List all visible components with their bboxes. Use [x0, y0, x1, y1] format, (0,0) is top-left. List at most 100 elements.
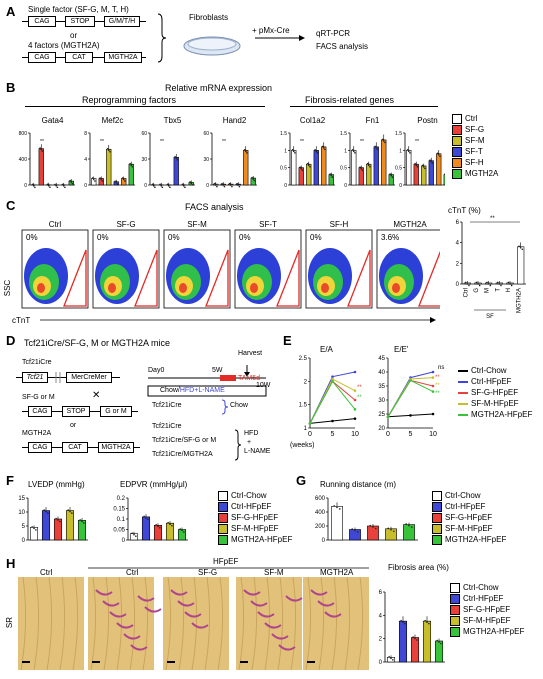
ns-mark: ns: [438, 365, 444, 371]
chart-title: Tbx5: [164, 116, 182, 125]
data-point: [384, 141, 386, 144]
data-point: [475, 281, 478, 284]
bar: [443, 174, 445, 186]
collagen-stain: [137, 595, 155, 602]
data-point: [321, 145, 324, 148]
y-tick-label: 0.5: [340, 166, 347, 172]
data-point: [45, 510, 47, 513]
fiber-line: [116, 576, 123, 671]
x-tick-label: 10: [429, 431, 437, 438]
legend-swatch: [432, 534, 442, 545]
collagen-stain: [130, 644, 148, 651]
data-point: [221, 182, 223, 185]
hfpef-header: HFpEF: [213, 557, 239, 566]
fiber-line: [142, 576, 149, 671]
h-ctrl-label-2: Ctrl: [126, 568, 139, 577]
data-point: [487, 283, 490, 285]
significance-mark: **: [435, 383, 440, 389]
data-point: [329, 173, 331, 175]
data-point: [507, 281, 510, 284]
x-tick-label: MGTH2A: [517, 288, 523, 313]
fiber-line: [178, 576, 185, 671]
y-tick-label: 0: [379, 660, 383, 666]
legend-label: SF-H: [465, 158, 484, 167]
y-tick-label: 0: [144, 183, 147, 189]
data-point: [390, 174, 393, 177]
y-tick-label: 0: [322, 538, 326, 544]
data-point: [374, 145, 376, 148]
data-point: [324, 148, 326, 151]
data-point: [31, 526, 33, 528]
facs-percentage: 0%: [97, 233, 109, 242]
significance-mark: **: [100, 139, 104, 145]
data-point: [176, 158, 179, 161]
data-point: [354, 529, 356, 532]
data-point: [69, 510, 71, 513]
series-point: [331, 377, 334, 381]
ctnt-axis-label: cTnT: [12, 316, 30, 325]
facs-plot-title: Ctrl: [49, 220, 62, 229]
legend-swatch: [218, 534, 228, 545]
g-or-m-box: G or M: [100, 406, 132, 417]
data-point: [437, 154, 440, 156]
hfd-label: HFD: [244, 430, 259, 437]
h-sfg-label: SF-G: [198, 568, 218, 577]
legend-swatch: [452, 168, 462, 179]
fiber-line: [165, 576, 172, 671]
y-tick-label: 35: [378, 384, 385, 390]
data-point: [169, 523, 171, 525]
bar: [373, 146, 379, 186]
facs-title: FACS analysis: [185, 202, 244, 212]
data-point: [124, 180, 126, 182]
bar: [351, 150, 357, 186]
data-point: [444, 173, 445, 175]
data-point: [121, 177, 124, 179]
data-point: [54, 183, 56, 186]
data-point: [292, 150, 295, 153]
fiber-line: [103, 576, 110, 671]
legend-item: MGTH2A-HFpEF: [458, 409, 532, 420]
legend-label: MGTH2A-HFpEF: [463, 627, 525, 636]
collagen-stain: [144, 606, 162, 613]
data-point: [354, 152, 356, 154]
data-point: [175, 157, 178, 160]
y-tick-label: 1: [344, 148, 347, 154]
mrna-title: Relative mRNA expression: [165, 83, 273, 93]
fibrosis-title: Fibrosis area (%): [388, 563, 449, 572]
culture-dish-icon: [183, 36, 241, 56]
y-tick-label: 20: [378, 426, 385, 432]
mice-title: Tcf21iCre/SF-G, M or MGTH2A mice: [24, 338, 171, 348]
data-point: [468, 284, 470, 287]
legend-label: SF-M-HFpEF: [445, 524, 493, 533]
data-point: [135, 535, 137, 537]
data-point: [171, 524, 173, 527]
data-point: [190, 182, 193, 185]
data-point: [392, 530, 395, 533]
cross-symbol: ✕: [92, 390, 101, 401]
data-point: [519, 247, 522, 249]
significance-mark: **: [300, 139, 304, 145]
legend-label: Ctrl-Chow: [231, 491, 267, 500]
legend-item: SF-G-HFpEF: [458, 387, 532, 398]
data-point: [498, 283, 501, 285]
significance-mark: **: [357, 395, 362, 401]
data-point: [367, 164, 370, 166]
legend-item: Ctrl-HFpEF: [450, 593, 524, 604]
legend-label: SF-M-HFpEF: [463, 616, 511, 625]
y-tick-label: 25: [378, 412, 385, 418]
legend-swatch: [450, 593, 460, 604]
data-point: [147, 518, 149, 521]
fiber-line: [238, 576, 245, 671]
data-point: [438, 641, 440, 643]
legend-item: SF-G-HFpEF: [450, 604, 524, 615]
cag-box-d1: CAG: [28, 406, 52, 417]
x-tick-label: Ctrl: [463, 288, 469, 297]
collagen-stain: [278, 644, 296, 651]
data-point: [306, 162, 309, 165]
x-tick-label: T: [495, 288, 501, 292]
legend-item: SF-T: [452, 146, 498, 157]
significance-mark: **: [160, 139, 164, 145]
data-point: [238, 185, 241, 188]
legend-swatch: [432, 501, 442, 512]
fiber-line: [59, 576, 66, 671]
